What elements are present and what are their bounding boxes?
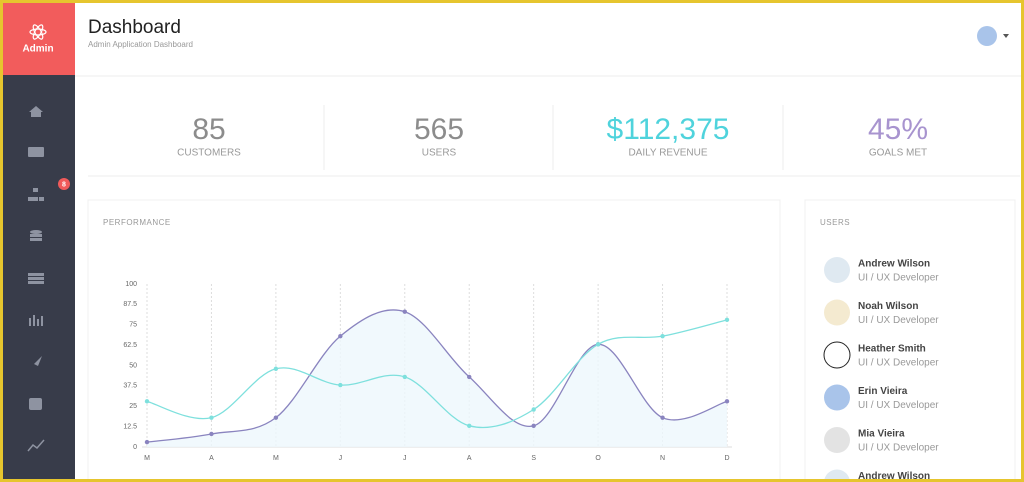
point: [724, 317, 730, 323]
point: [724, 399, 730, 404]
point: [660, 333, 665, 339]
badge-count: 8: [62, 181, 66, 188]
x-tick-label: J: [403, 455, 407, 462]
chart-title: PERFORMANCE: [103, 218, 171, 227]
dropdown-caret[interactable]: [1003, 34, 1009, 38]
y-tick-label: 37.5: [123, 383, 137, 390]
sidebar-icons: [27, 106, 45, 452]
user-role: UI / UX Developer: [858, 358, 939, 369]
point: [402, 374, 407, 380]
badge: [58, 178, 70, 190]
user-name: Andrew Wilson: [858, 471, 930, 482]
y-tick-label: 87.5: [123, 301, 137, 308]
x-tick-label: M: [273, 455, 279, 462]
user-name: Andrew Wilson: [858, 259, 930, 270]
user-avatar: [824, 469, 850, 482]
user-avatar: [823, 341, 851, 369]
home-icon[interactable]: [29, 106, 43, 117]
point: [402, 309, 407, 314]
page-subtitle: Admin Application Dashboard: [88, 40, 193, 49]
line: [146, 319, 728, 429]
user-avatar: [824, 257, 850, 283]
user-name: Noah Wilson: [858, 301, 918, 312]
rocket-icon[interactable]: [30, 356, 42, 368]
user-role: UI / UX Developer: [858, 443, 939, 454]
point: [273, 415, 279, 420]
point: [531, 407, 536, 412]
y-tick-label: 75: [129, 322, 137, 329]
chart: 0 12.5 25 37.5 50 62.5 75 87.5 100 M A M J J A S O N D: [123, 281, 732, 462]
stat-value: 85: [192, 113, 225, 146]
monitor-icon[interactable]: [28, 147, 44, 157]
x-tick-label: O: [595, 455, 601, 462]
page-title: Dashboard: [88, 17, 181, 38]
y-tick-label: 0: [133, 444, 137, 451]
stat-label: DAILY REVENUE: [628, 148, 707, 159]
point: [338, 333, 343, 339]
user-list: Andrew Wilson UI / UX Developer Noah Wilso…: [823, 257, 939, 482]
x-tick-label: J: [339, 455, 343, 462]
point: [209, 431, 214, 437]
y-tick-label: 25: [129, 403, 137, 410]
point: [273, 366, 279, 371]
area: [147, 309, 727, 447]
point: [467, 423, 472, 429]
user-avatar: [824, 427, 850, 453]
user-avatar[interactable]: [977, 26, 997, 46]
point: [595, 342, 601, 347]
y-tick-label: 100: [125, 281, 137, 288]
brand-icon: [29, 24, 47, 40]
bars-icon[interactable]: [29, 315, 43, 326]
user-avatar: [824, 384, 850, 411]
y-tick-label: 12.5: [123, 423, 137, 430]
user-name: Mia Vieira: [858, 429, 905, 440]
user-role: UI / UX Developer: [858, 315, 939, 326]
user-name: Heather Smith: [858, 344, 926, 355]
x-tick-label: D: [724, 455, 729, 462]
x-tick-label: A: [209, 455, 214, 462]
line: [146, 309, 728, 443]
stat-label: USERS: [422, 148, 457, 159]
point: [338, 382, 343, 388]
point: [467, 374, 472, 380]
stat-value: 565: [414, 113, 464, 146]
users-title: USERS: [820, 218, 850, 227]
x-tick-label: A: [467, 455, 472, 462]
chart-icon[interactable]: [27, 439, 45, 452]
server-icon[interactable]: [28, 273, 44, 284]
user-avatar: [824, 299, 850, 326]
stats-row: 85 CUSTOMERS 565 USERS $112,375 DAILY REVENUE…: [177, 105, 928, 170]
y-tick-label: 62.5: [123, 342, 137, 349]
stat-label: GOALS MET: [869, 148, 927, 159]
sitemap-icon[interactable]: [28, 188, 44, 201]
point: [531, 423, 536, 429]
stat-value: $112,375: [607, 113, 730, 146]
stat-label: CUSTOMERS: [177, 148, 241, 159]
user-role: UI / UX Developer: [858, 273, 939, 284]
x-tick-label: S: [531, 455, 536, 462]
point: [144, 439, 150, 445]
x-tick-label: N: [660, 455, 665, 462]
x-tick-label: M: [144, 455, 150, 462]
share-icon[interactable]: [29, 398, 42, 410]
point: [144, 399, 150, 404]
user-name: Erin Vieira: [858, 386, 908, 397]
point: [660, 415, 665, 420]
point: [209, 415, 214, 420]
user-role: UI / UX Developer: [858, 400, 939, 411]
y-tick-label: 50: [129, 362, 137, 369]
stat-value: 45%: [868, 113, 928, 146]
brand-label: Admin: [22, 44, 53, 55]
database-icon[interactable]: [30, 230, 42, 241]
